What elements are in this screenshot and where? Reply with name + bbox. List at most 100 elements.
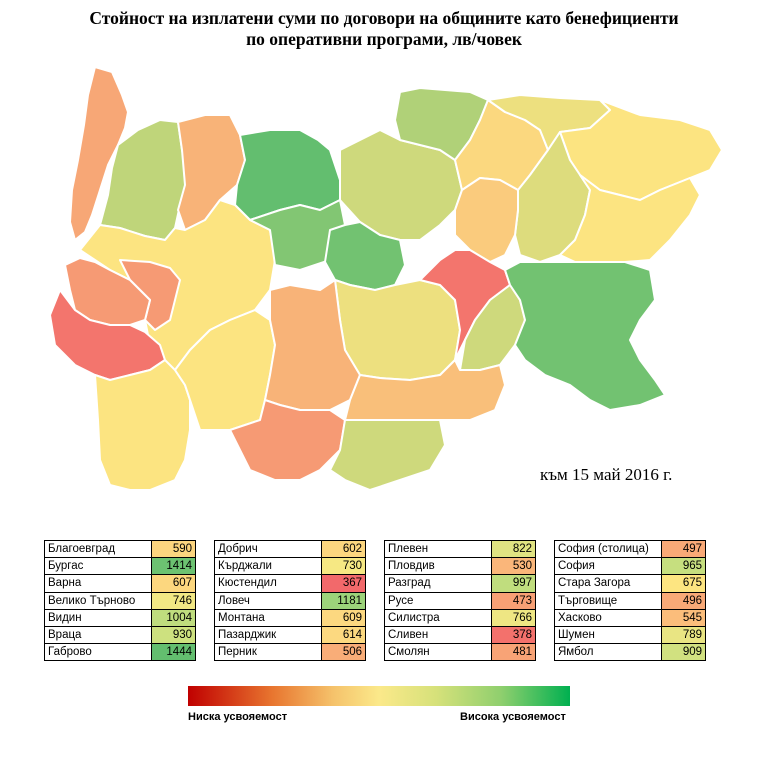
region-name: Търговище	[554, 591, 662, 610]
region-row: Търговище 496	[554, 591, 706, 610]
legend-color-scale	[188, 686, 570, 706]
region-value: 1004	[151, 608, 196, 627]
region-row: Кърджали 730	[214, 557, 366, 576]
region-row: Благоевград 590	[44, 539, 196, 559]
region-name: Добрич	[214, 539, 322, 559]
region-name: Плевен	[384, 539, 492, 559]
region-value: 530	[491, 557, 536, 576]
region-name: Смолян	[384, 643, 492, 662]
region-value: 675	[661, 574, 706, 593]
legend-low-label: Ниска усвояемост	[188, 711, 288, 723]
region-value: 545	[661, 608, 706, 627]
region-row: Ловеч 1181	[214, 591, 366, 610]
region-row: Кюстендил 367	[214, 574, 366, 593]
region-value: 602	[321, 539, 366, 559]
region-row: Разград 997	[384, 574, 536, 593]
region-value: 609	[321, 608, 366, 627]
region-value: 378	[491, 625, 536, 645]
region-name: Велико Търново	[44, 591, 152, 610]
region-value: 367	[321, 574, 366, 593]
region-name: Русе	[384, 591, 492, 610]
region-row: Русе 473	[384, 591, 536, 610]
region-row: Стара Загора 675	[554, 574, 706, 593]
region-value: 1414	[151, 557, 196, 576]
region-value: 497	[661, 539, 706, 559]
region-value: 746	[151, 591, 196, 610]
region-gabrovo	[324, 221, 406, 291]
region-row: Ямбол 909	[554, 643, 706, 662]
region-row: Варна 607	[44, 574, 196, 593]
region-value: 473	[491, 591, 536, 610]
region-name: Габрово	[44, 643, 152, 662]
region-row: Пловдив 530	[384, 557, 536, 576]
region-burgas	[504, 261, 666, 411]
region-name: Кюстендил	[214, 574, 322, 593]
region-value: 730	[321, 557, 366, 576]
region-value: 590	[151, 539, 196, 559]
region-vidin	[69, 66, 129, 241]
values-table-1: Благоевград 590 Бургас 1414 Варна 607 Велико Т…	[44, 539, 196, 662]
region-row: Плевен 822	[384, 539, 536, 559]
values-table-3: Плевен 822 Пловдив 530 Разград 997 Русе 473 Сили…	[384, 539, 536, 662]
region-value: 930	[151, 625, 196, 645]
region-value: 789	[661, 625, 706, 645]
region-name: Варна	[44, 574, 152, 593]
region-name: Ямбол	[554, 643, 662, 662]
region-value: 822	[491, 539, 536, 559]
region-plovdiv	[264, 279, 361, 411]
region-row: Бургас 1414	[44, 557, 196, 576]
chart-title: Стойност на изплатени суми по договори н…	[0, 8, 768, 50]
region-row: Монтана 609	[214, 608, 366, 627]
values-table-2: Добрич 602 Кърджали 730 Кюстендил 367 Ловеч 118…	[214, 539, 366, 662]
region-kardzhali	[329, 419, 446, 491]
region-row: Шумен 789	[554, 625, 706, 645]
region-value: 997	[491, 574, 536, 593]
title-line-1: Стойност на изплатени суми по договори н…	[89, 8, 679, 28]
region-name: Пловдив	[384, 557, 492, 576]
region-name: Благоевград	[44, 539, 152, 559]
region-name: Стара Загора	[554, 574, 662, 593]
region-name: Сливен	[384, 625, 492, 645]
region-pleven	[234, 129, 341, 221]
region-value: 909	[661, 643, 706, 662]
region-name: Бургас	[44, 557, 152, 576]
region-name: Шумен	[554, 625, 662, 645]
region-row: Силистра 766	[384, 608, 536, 627]
region-name: София (столица)	[554, 539, 662, 559]
region-row: Добрич 602	[214, 539, 366, 559]
region-name: Видин	[44, 608, 152, 627]
region-row: Враца 930	[44, 625, 196, 645]
region-name: Пазарджик	[214, 625, 322, 645]
region-name: Разград	[384, 574, 492, 593]
region-name: Враца	[44, 625, 152, 645]
region-value: 965	[661, 557, 706, 576]
region-row: Видин 1004	[44, 608, 196, 627]
region-targovishte	[454, 177, 519, 263]
region-name: Перник	[214, 643, 322, 662]
region-name: Кърджали	[214, 557, 322, 576]
date-note: към 15 май 2016 г.	[540, 465, 673, 484]
region-row: София 965	[554, 557, 706, 576]
region-value: 481	[491, 643, 536, 662]
region-value: 1444	[151, 643, 196, 662]
region-name: Силистра	[384, 608, 492, 627]
region-value: 614	[321, 625, 366, 645]
region-value: 496	[661, 591, 706, 610]
region-name: София	[554, 557, 662, 576]
region-row: Хасково 545	[554, 608, 706, 627]
values-table-4: София (столица) 497 София 965 Стара Загора 67…	[554, 539, 706, 662]
region-value: 766	[491, 608, 536, 627]
region-varna	[559, 174, 701, 263]
region-row: Смолян 481	[384, 643, 536, 662]
legend-high-label: Висока усвояемост	[460, 711, 566, 723]
region-name: Хасково	[554, 608, 662, 627]
region-value: 506	[321, 643, 366, 662]
region-value: 1181	[321, 591, 366, 610]
region-row: Велико Търново 746	[44, 591, 196, 610]
region-blagoevgrad	[94, 359, 191, 491]
region-row: София (столица) 497	[554, 539, 706, 559]
region-name: Ловеч	[214, 591, 322, 610]
region-row: Сливен 378	[384, 625, 536, 645]
region-row: Габрово 1444	[44, 643, 196, 662]
